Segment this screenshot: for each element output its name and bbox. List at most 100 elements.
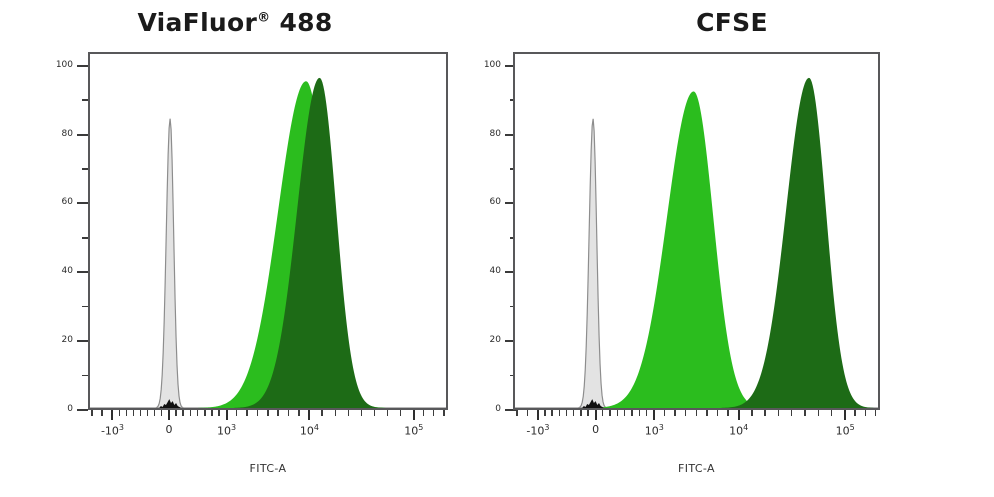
y-tick-mark <box>505 133 516 136</box>
x-tick-mark <box>874 410 877 416</box>
x-tick-mark <box>751 410 753 416</box>
x-tick-mark <box>544 410 546 416</box>
y-tick-mark <box>82 99 88 101</box>
x-tick-mark <box>663 410 666 416</box>
x-tick-mark <box>139 410 142 416</box>
x-tick-mark <box>580 410 582 416</box>
x-tick-mark <box>118 410 121 416</box>
x-tick-mark <box>764 410 766 416</box>
x-tick-mark <box>558 410 561 416</box>
x-tick-label: -103 <box>526 423 550 438</box>
x-tick-mark <box>412 410 415 420</box>
histogram-trace <box>515 91 878 408</box>
x-tick-mark <box>565 410 568 416</box>
x-tick-mark <box>386 410 389 416</box>
y-tick-label: 40 <box>61 266 73 277</box>
y-tick-label: 20 <box>61 335 73 346</box>
y-tick-label: 0 <box>67 404 73 414</box>
x-tick-mark <box>160 410 163 416</box>
y-tick-label: 20 <box>489 335 501 346</box>
x-tick-mark <box>844 410 847 420</box>
y-tick-label: 0 <box>495 404 501 414</box>
x-tick-mark <box>267 410 269 416</box>
x-tick-mark <box>854 410 856 416</box>
panel-viafluor: ViaFluor® 488 100 80 60 40 20 0 -103 0 103 104 10… <box>0 0 470 497</box>
y-tick-mark <box>82 374 88 377</box>
panel-title-left-suffix: 488 <box>270 8 333 37</box>
x-tick-mark <box>360 410 363 416</box>
panel-cfse: CFSE 100 80 60 40 20 0 <box>470 0 994 497</box>
x-tick-mark <box>684 410 687 416</box>
x-tick-mark <box>168 410 170 420</box>
x-tick-mark <box>830 410 833 416</box>
x-tick-mark <box>695 410 697 416</box>
y-tick-label: 100 <box>483 59 501 70</box>
x-tick-label: 103 <box>644 423 664 438</box>
x-tick-mark <box>804 410 806 416</box>
x-tick-mark <box>111 410 114 420</box>
x-tick-label: 104 <box>729 423 749 438</box>
x-tick-label: -103 <box>100 423 124 438</box>
x-tick-mark <box>321 410 323 416</box>
y-tick-mark <box>505 271 516 274</box>
panel-title-left-text: ViaFluor <box>137 8 258 37</box>
x-tick-label: 0 <box>165 423 173 436</box>
x-tick-mark <box>536 410 539 420</box>
x-tick-label: 105 <box>404 423 424 438</box>
x-tick-mark <box>601 410 604 416</box>
y-tick-mark <box>77 202 88 205</box>
y-tick-label: 60 <box>489 197 501 208</box>
y-tick-mark <box>77 340 88 343</box>
x-tick-label: 0 <box>592 423 600 436</box>
histogram-curves-right <box>515 77 878 408</box>
y-tick-label: 80 <box>489 128 501 139</box>
plot-inner-right <box>515 54 878 408</box>
x-tick-mark <box>864 410 867 416</box>
plot-inner-left <box>90 54 446 408</box>
y-tick-mark <box>82 237 88 239</box>
baseline-noise-cluster <box>582 399 606 408</box>
x-tick-mark <box>526 410 529 416</box>
x-tick-mark <box>153 410 156 416</box>
x-tick-mark <box>653 410 656 420</box>
x-tick-mark <box>594 410 597 420</box>
x-tick-mark <box>443 410 445 416</box>
y-tick-mark <box>77 271 88 274</box>
x-tick-mark <box>638 410 641 416</box>
y-axis-right: 100 80 60 40 20 0 <box>470 52 516 414</box>
x-tick-label: 105 <box>835 423 855 438</box>
histogram-trace <box>515 77 878 408</box>
x-tick-mark <box>91 410 93 416</box>
x-tick-mark <box>432 410 435 416</box>
x-tick-mark <box>737 410 740 420</box>
x-axis-title-left: FITC-A <box>249 462 287 475</box>
x-tick-mark <box>334 410 336 416</box>
x-tick-mark <box>308 410 311 420</box>
y-tick-mark <box>77 133 88 136</box>
y-tick-mark <box>77 409 88 411</box>
x-tick-mark <box>101 410 103 416</box>
y-tick-label: 60 <box>61 197 73 208</box>
y-tick-mark <box>505 202 516 205</box>
x-tick-mark <box>287 410 290 416</box>
x-axis-title-right: FITC-A <box>678 462 715 475</box>
baseline-noise-cluster <box>159 399 183 408</box>
x-tick-mark <box>132 410 135 416</box>
x-tick-mark <box>373 410 376 416</box>
histogram-trace <box>90 81 446 408</box>
x-tick-mark <box>235 410 238 416</box>
x-tick-mark <box>277 410 279 416</box>
x-tick-mark <box>399 410 402 416</box>
x-tick-mark <box>225 410 228 420</box>
x-tick-mark <box>422 410 425 416</box>
x-tick-label: 103 <box>217 423 237 438</box>
x-tick-mark <box>587 410 589 416</box>
y-tick-mark <box>505 340 516 343</box>
x-tick-mark <box>146 410 149 416</box>
x-tick-mark <box>631 410 633 416</box>
panel-title-left: ViaFluor® 488 <box>0 8 470 37</box>
x-tick-mark <box>246 410 248 416</box>
x-tick-label: 104 <box>299 423 319 438</box>
x-tick-mark <box>551 410 553 416</box>
